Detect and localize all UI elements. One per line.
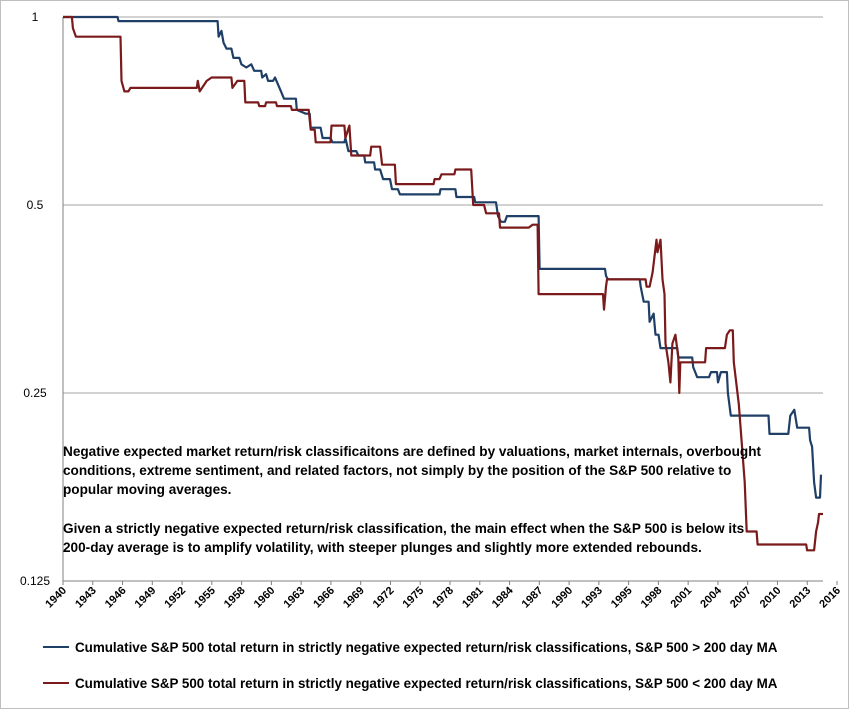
annotation-paragraph-2: Given a strictly negative expected retur… [63, 521, 745, 555]
x-tick-label: 1993 [579, 585, 605, 611]
x-tick-label: 1984 [490, 584, 516, 610]
series-line-below-ma [63, 15, 823, 552]
x-tick-label: 1966 [311, 585, 337, 611]
legend-label-above-ma: Cumulative S&P 500 total return in stric… [75, 639, 778, 655]
legend-item-above-ma: Cumulative S&P 500 total return in stric… [43, 637, 777, 657]
y-tick-label: 0.5 [27, 198, 44, 212]
x-tick-label: 1963 [281, 585, 307, 611]
x-tick-label: 2010 [758, 585, 784, 611]
y-tick-label: 0.125 [20, 574, 50, 588]
x-tick-label: 2016 [817, 585, 843, 611]
x-tick-label: 1998 [639, 585, 665, 611]
x-tick-label: 1952 [162, 585, 188, 611]
x-tick-label: 1955 [192, 585, 218, 611]
x-tick-label: 1990 [549, 585, 575, 611]
legend-swatch-below-ma [43, 682, 69, 684]
x-tick-label: 1995 [609, 585, 635, 611]
x-tick-label: 1987 [520, 585, 546, 611]
x-tick-label: 1981 [460, 585, 486, 611]
x-tick-label: 2013 [788, 585, 814, 611]
y-tick-label: 1 [32, 10, 39, 24]
x-tick-label: 1940 [43, 585, 69, 611]
x-tick-label: 1969 [341, 585, 367, 611]
x-tick-label: 1960 [252, 585, 278, 611]
legend-swatch-above-ma [43, 646, 69, 648]
x-tick-label: 1946 [103, 585, 129, 611]
x-tick-label: 1978 [430, 585, 456, 611]
x-tick-label: 2001 [668, 585, 694, 611]
x-tick-label: 2007 [728, 585, 754, 611]
annotation-paragraph-1: Negative expected market return/risk cla… [63, 444, 762, 497]
legend-label-below-ma: Cumulative S&P 500 total return in stric… [75, 675, 778, 691]
series-line-above-ma [63, 15, 823, 499]
y-tick-label: 0.25 [23, 386, 47, 400]
legend-item-below-ma: Cumulative S&P 500 total return in stric… [43, 673, 777, 693]
x-tick-label: 1972 [371, 585, 397, 611]
x-tick-label: 1958 [222, 585, 248, 611]
x-tick-label: 1949 [133, 585, 159, 611]
x-tick-label: 2004 [698, 584, 724, 610]
x-tick-label: 1943 [73, 585, 99, 611]
x-tick-label: 1975 [401, 585, 427, 611]
